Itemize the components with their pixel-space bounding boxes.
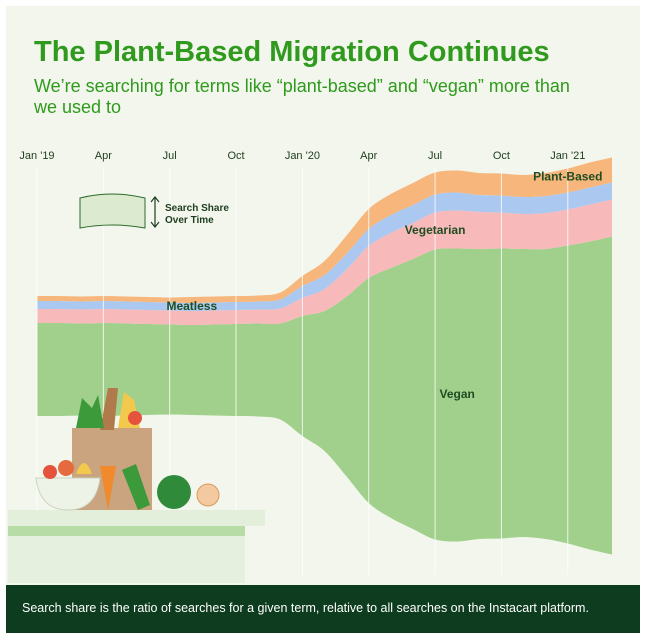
x-tick-label: Jul: [163, 150, 177, 162]
x-tick-label: Oct: [493, 150, 510, 162]
x-tick-label: Jan '20: [285, 150, 320, 162]
x-tick-label: Apr: [360, 150, 377, 162]
fruit: [43, 465, 57, 479]
series-label: Plant-Based: [533, 170, 602, 184]
counter-edge: [8, 526, 245, 536]
chart-subtitle: We’re searching for terms like “plant-ba…: [34, 76, 570, 117]
series-label: Vegan: [440, 387, 475, 401]
fruit: [58, 460, 74, 476]
carrot: [100, 466, 116, 510]
x-tick-label: Jan '19: [19, 150, 54, 162]
cucumber: [122, 464, 150, 510]
chart-title: The Plant-Based Migration Continues: [34, 36, 550, 68]
tomato: [128, 411, 142, 425]
broccoli: [157, 475, 191, 509]
stream-area: [37, 199, 612, 325]
onion: [196, 483, 220, 507]
counter-top: [8, 510, 265, 526]
legend-note-line: Search Share: [165, 203, 229, 214]
legend-note: Search Share Over Time: [165, 203, 229, 226]
legend-arrow: [150, 196, 160, 228]
footer: Search share is the ratio of searches fo…: [6, 585, 640, 633]
x-tick-label: Jul: [428, 150, 442, 162]
greens: [76, 395, 104, 428]
x-tick-label: Jan '21: [550, 150, 585, 162]
bowl: [35, 477, 101, 511]
legend-note-line: Over Time: [165, 215, 214, 226]
stream-area: [37, 182, 612, 311]
x-tick-label: Oct: [227, 150, 244, 162]
stream-layers: Jan '19 Apr Jul Oct Jan '20 Apr Jul Oct Jan '21 V…: [19, 150, 612, 575]
counter-body: [8, 536, 245, 583]
stream-area: [37, 236, 612, 555]
series-label: Vegetarian: [405, 223, 466, 237]
bread: [100, 388, 118, 430]
series-label: Meatless: [166, 299, 217, 313]
fruit: [76, 463, 92, 474]
legend-icon: [79, 193, 146, 229]
stream-area: [37, 157, 612, 303]
footnote: Search share is the ratio of searches fo…: [22, 601, 589, 615]
x-tick-label: Apr: [95, 150, 112, 162]
